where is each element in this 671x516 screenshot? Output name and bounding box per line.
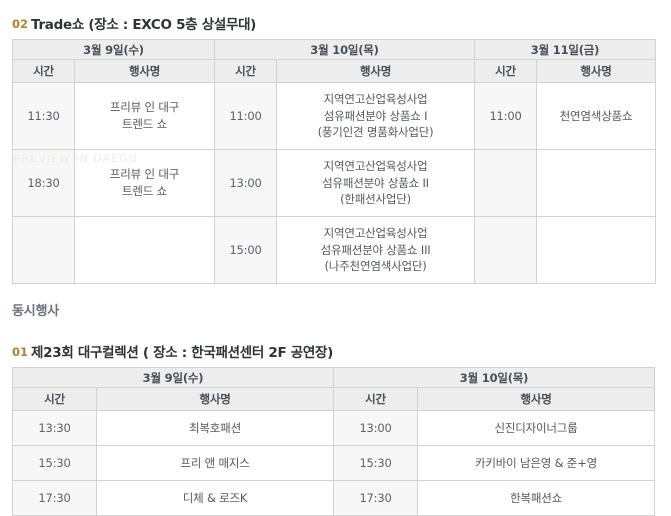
day-group-header-1: 3월 9일(수) [11,367,335,388]
column-header-event-1: 행사명 [95,387,335,411]
cell-time: 15:30 [333,445,419,481]
event-line: 지역연고산업육성사업 [323,225,428,240]
table-row-column-headers: 시간 행사명 시간 행사명 시간 행사명 [12,59,657,83]
cell-time: 11:30 [12,82,75,150]
cell-event-empty [73,216,216,284]
cell-event: 한복패션쇼 [417,480,656,516]
column-header-event-1: 행사명 [73,59,216,83]
day-group-header-3: 3월 11일(금) [474,39,657,60]
section-number-trade: 02 [12,17,29,31]
trade-show-table-body: 11:30 프리뷰 인 대구 트렌드 쇼 11:00 지역연고산업육성사업 섬유… [12,82,657,284]
event-line: (한패션사업단) [340,192,411,207]
table-row-day-groups: 3월 9일(수) 3월 10일(목) 3월 11일(금) [11,39,657,60]
cell-time: 17:30 [333,480,419,516]
section-title-collection-text: 제23회 대구컬렉션 ( 장소 : 한국패션센터 2F 공연장) [31,345,334,361]
column-header-event-3: 행사명 [536,59,657,83]
table-row: 18:30 프리뷰 인 대구 트렌드 쇼 13:00 지역연고산업육성사업 섬유… [12,149,657,217]
table-row: 11:30 프리뷰 인 대구 트렌드 쇼 11:00 지역연고산업육성사업 섬유… [12,82,657,150]
table-row: 17:30 디체 & 로즈K 17:30 한복패션쇼 [12,480,656,516]
event-line: 트렌드 쇼 [122,117,167,131]
cell-time-empty [474,149,538,217]
cell-time: 18:30 [12,149,75,217]
event-line: 천연염색상품쇼 [559,108,633,123]
cell-time: 17:30 [12,480,97,516]
cell-event: 프리뷰 인 대구 트렌드 쇼 [73,82,216,150]
cell-time: 11:00 [474,82,538,150]
event-line: 섬유패션분야 상품쇼 I [323,108,428,123]
column-header-event-2: 행사명 [276,59,476,83]
cell-time: 15:30 [12,445,97,481]
cell-event: 프리뷰 인 대구 트렌드 쇼 [73,149,216,217]
cell-time: 13:00 [333,410,419,446]
table-row: 15:00 지역연고산업육성사업 섬유패션분야 상품쇼 III (나주천연염색사… [12,216,657,284]
event-line: (나주천연염색사업단) [324,259,427,274]
cell-event: 카키바이 남은영 & 준+영 [417,445,656,481]
cell-time-empty [474,216,538,284]
column-header-time-2: 시간 [333,387,419,411]
event-line: 트렌드 쇼 [122,184,167,198]
day-group-header-2: 3월 10일(목) [333,367,656,388]
daegu-collection-table: 3월 9일(수) 3월 10일(목) 시간 행사명 시간 행사명 13:30 최… [11,367,656,516]
event-line: 프리뷰 인 대구 [109,167,180,182]
column-header-time-3: 시간 [474,59,538,83]
section-title-collection: 01 제23회 대구컬렉션 ( 장소 : 한국패션센터 2F 공연장) [12,341,333,361]
cell-event: 천연염색상품쇼 [536,82,657,150]
cell-event-empty [536,216,657,284]
table-row-column-headers: 시간 행사명 시간 행사명 [12,387,656,411]
column-header-time-1: 시간 [12,387,97,411]
cell-time: 13:00 [214,149,278,217]
event-line: 지역연고산업육성사업 [323,91,428,106]
column-header-time-1: 시간 [12,59,75,83]
day-group-header-1: 3월 9일(수) [11,39,216,60]
day-group-header-2: 3월 10일(목) [214,39,476,60]
cell-event-empty [536,149,657,217]
event-line: 섬유패션분야 상품쇼 II [322,175,429,190]
table-row: 15:30 프리 앤 매지스 15:30 카키바이 남은영 & 준+영 [12,445,656,481]
column-header-time-2: 시간 [214,59,278,83]
cell-time: 15:00 [214,216,278,284]
trade-show-table: 3월 9일(수) 3월 10일(목) 3월 11일(금) 시간 행사명 시간 행… [11,39,657,284]
table-row-day-groups: 3월 9일(수) 3월 10일(목) [11,367,656,388]
event-line: 프리뷰 인 대구 [109,100,180,115]
section-title-trade-text: Trade쇼 (장소 : EXCO 5층 상설무대) [31,17,257,33]
daegu-collection-table-body: 13:30 최복호패션 13:00 신진디자이너그룹 15:30 프리 앤 매지… [12,410,656,516]
event-line: 지역연고산업육성사업 [323,158,428,173]
section-number-collection: 01 [12,345,29,359]
cell-event: 최복호패션 [95,410,335,446]
cell-event: 지역연고산업육성사업 섬유패션분야 상품쇼 I (풍기인견 명품화사업단) [276,82,476,150]
cell-event: 디체 & 로즈K [95,480,335,516]
cell-event: 지역연고산업육성사업 섬유패션분야 상품쇼 II (한패션사업단) [276,149,476,217]
section-title-trade: 02 Trade쇼 (장소 : EXCO 5층 상설무대) [12,13,256,33]
event-line: 섬유패션분야 상품쇼 III [320,242,431,257]
cell-event: 프리 앤 매지스 [95,445,335,481]
cell-time: 11:00 [214,82,278,150]
table-row: 13:30 최복호패션 13:00 신진디자이너그룹 [12,410,656,446]
cell-time: 13:30 [12,410,97,446]
cell-time-empty [12,216,75,284]
event-line: (풍기인견 명품화사업단) [317,125,434,140]
concurrent-events-label: 동시행사 [12,304,60,319]
cell-event: 지역연고산업육성사업 섬유패션분야 상품쇼 III (나주천연염색사업단) [276,216,476,284]
column-header-event-2: 행사명 [417,387,656,411]
cell-event: 신진디자이너그룹 [417,410,656,446]
